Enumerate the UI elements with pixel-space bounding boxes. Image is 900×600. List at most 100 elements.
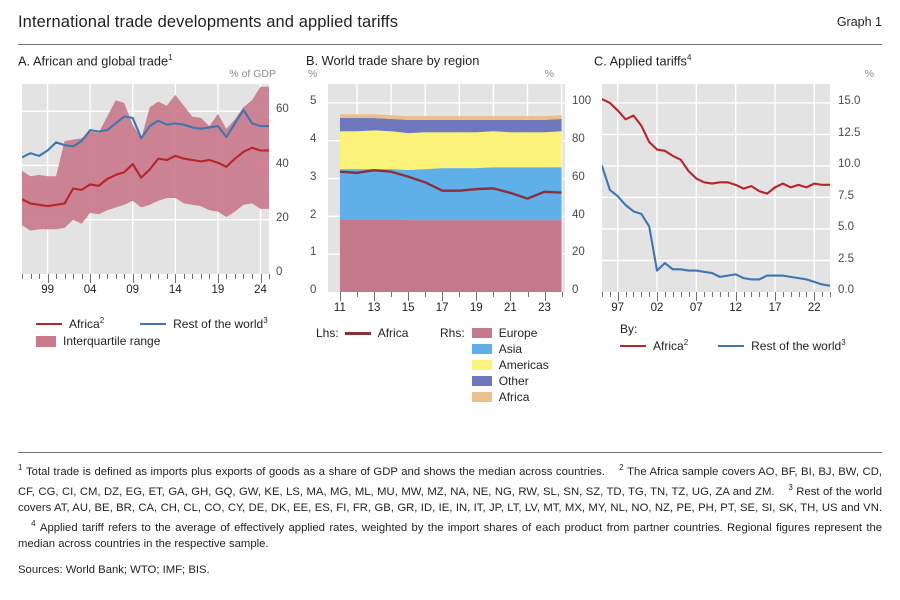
panel-c-title-footnote-ref: 4 [686,53,692,62]
panel-c-y-tick-2.5: 2.5 [838,252,854,265]
panel-c-y-tick-15.0: 15.0 [838,95,861,108]
panel-a-title-text: A. African and global trade [18,53,169,69]
x-tick [183,274,185,280]
x-tick [90,274,92,284]
x-tick [759,292,761,298]
panel-a-legend-row-1: Africa2 Rest of the world3 [36,316,268,331]
legend-swatch-asia [471,344,492,355]
x-tick [260,274,262,284]
panel-c-plot-area [602,84,830,293]
x-tick [617,292,619,302]
legend-label-other: Other [498,374,529,389]
panel-b-unit-right: % [544,68,554,81]
page-title: International trade developments and app… [18,12,399,31]
x-tick [641,292,643,298]
panel-b-y-right-tick-100: 100 [572,95,592,108]
panel-c-x-label-02: 02 [650,302,664,315]
panel-c-title-text: C. Applied tariffs [594,53,687,69]
x-tick [814,292,816,302]
panel-b-y-left-tick-1: 1 [310,246,317,259]
panel-a-y-tick-40: 40 [276,157,289,170]
footnote-3-ref: 3 [788,483,793,493]
panel-a-x-label-99: 99 [41,284,54,297]
x-tick [712,292,714,298]
x-tick [696,292,698,302]
x-tick [830,292,831,298]
footnote-1-text: Total trade is defined as imports plus e… [26,465,605,478]
panel-b-x-label-19: 19 [469,302,483,315]
legend-label-africa: Africa [498,390,530,405]
x-tick [30,274,32,280]
panel-a-legend: Africa2 Rest of the world3 Interquartile… [36,316,268,351]
x-tick [719,292,721,298]
panel-c-y-tick-5.0: 5.0 [838,221,854,234]
panel-c-x-label-22: 22 [807,302,821,315]
x-tick [657,292,658,302]
x-tick [688,292,690,298]
x-tick [798,292,800,298]
panel-b-y-left-tick-4: 4 [310,132,317,145]
panel-b-y-left-tick-5: 5 [310,95,317,108]
africa-line-swatch [36,322,62,326]
panel-c-x-label-12: 12 [729,302,743,315]
x-tick [625,292,627,298]
panel-b-x-ticks [328,292,565,302]
x-tick [73,274,75,280]
panel-c-legend: By: Africa2 Rest of the world3 [620,322,846,356]
x-tick [81,274,83,280]
x-tick [790,292,792,298]
x-tick [243,274,245,280]
x-tick [633,292,635,298]
x-tick [609,292,611,298]
panel-c-legend-by-label: By: [620,322,638,337]
x-tick [672,292,674,298]
footnotes-section: 1 Total trade is defined as imports plus… [18,452,882,576]
legend-swatch-africa [471,392,492,403]
footnote-4-text: Applied tariff refers to the average of … [18,522,883,550]
panel-b-legend-lhs-row: Lhs: Africa [316,326,408,340]
panel-a-x-ticks [22,274,270,284]
panel-c-legend-africa-text: Africa [653,339,684,354]
x-tick [115,274,117,280]
x-tick [192,274,194,280]
footnote-1-ref: 1 [18,463,23,472]
panel-b-y-right-tick-60: 60 [572,170,585,183]
panel-b-y-left-tick-2: 2 [310,208,317,221]
x-tick [544,292,546,302]
x-tick [64,274,66,280]
legend-swatch-europe [471,328,492,339]
panel-a-y-tick-0: 0 [276,266,283,279]
panel-c-title: C. Applied tariffs4 [594,53,882,68]
x-tick [775,292,776,302]
panel-a-x-label-24: 24 [254,284,267,297]
x-tick [175,274,177,284]
panel-b-y-right-tick-40: 40 [572,208,585,221]
legend-swatch-americas [471,360,492,371]
footnotes-divider [18,452,882,453]
panel-b-legend-item: Americas [471,358,549,372]
panel-b-x-label-17: 17 [435,302,449,315]
x-tick [98,274,100,280]
x-tick [200,274,202,280]
panel-c-legend-row: Africa2 Rest of the world3 [620,338,846,353]
x-tick [476,292,478,302]
footnote-2-ref: 2 [619,463,624,472]
panel-b-x-label-13: 13 [367,302,381,315]
x-tick [680,292,682,298]
x-tick [704,292,706,298]
panel-b-svg [328,84,565,293]
panel-b-x-label-23: 23 [538,302,551,315]
panel-c-x-labels: 97 02 07 12 17 22 [602,302,830,318]
panel-b-legend-rhs-label: Rhs: [440,326,465,341]
panel-b-legend-item: Asia [471,342,549,356]
x-tick [149,274,151,280]
x-tick [217,274,219,284]
x-tick [391,292,393,298]
panel-c-x-label-17: 17 [768,302,782,315]
x-tick [124,274,126,280]
sources-text: Sources: World Bank; WTO; IMF; BIS. [18,564,210,577]
panel-a-plot-area [22,84,269,275]
panel-a-title: A. African and global trade1 [18,53,306,68]
panel-a-legend-row-sup: 3 [263,316,268,326]
panel-c-legend-africa: Africa2 [653,338,688,353]
